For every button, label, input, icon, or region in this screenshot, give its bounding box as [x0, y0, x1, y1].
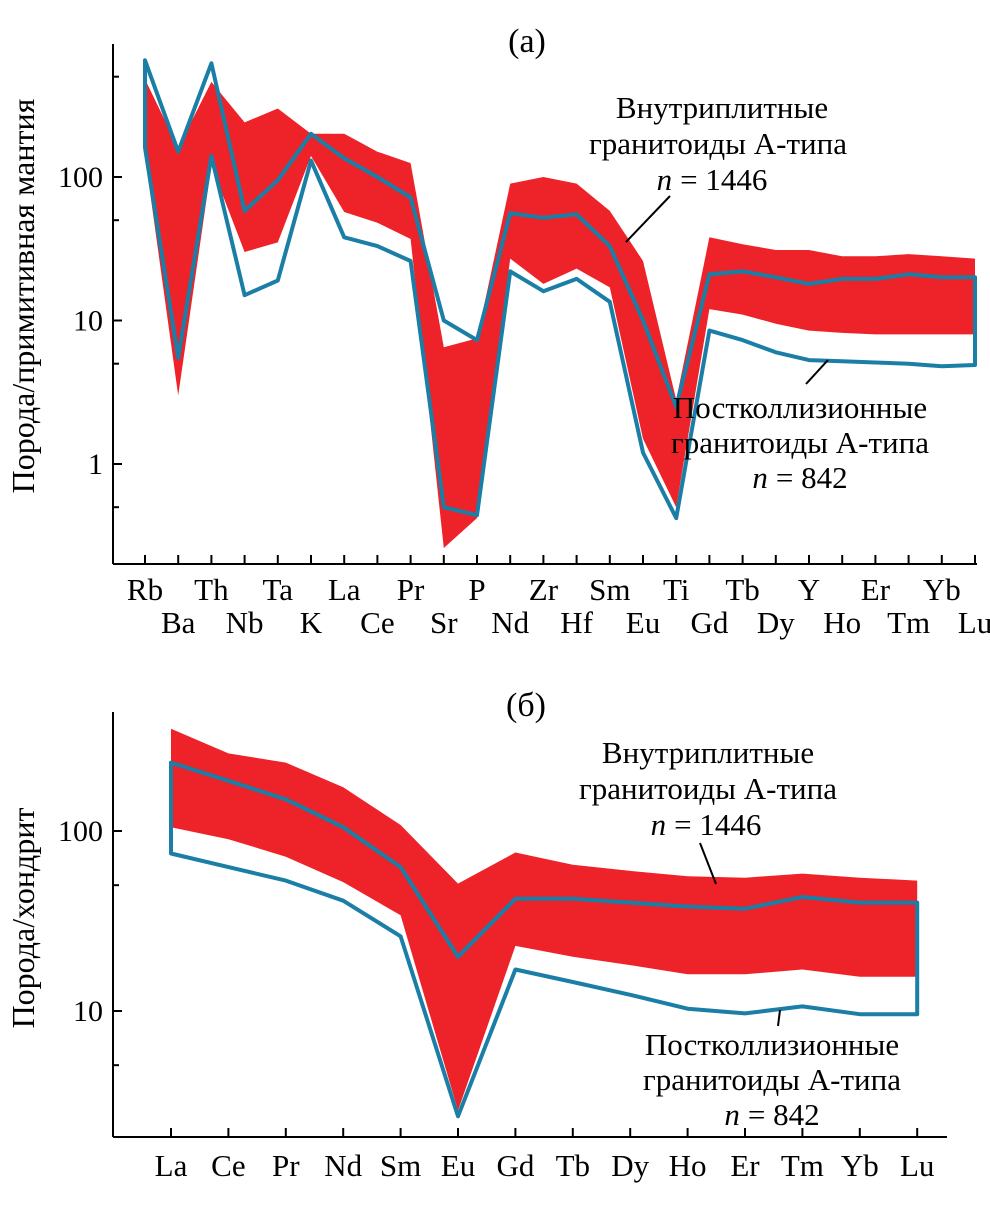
panel-a-xtick-label: Ti — [663, 572, 690, 607]
panel-a-xtick-label: Dy — [757, 605, 795, 640]
panel-a-annot2-line2: гранитоиды А-типа — [671, 425, 929, 460]
panel-b-envelope-line — [169, 760, 920, 1119]
panel-b-annot1-n-value: = 1446 — [674, 807, 761, 842]
panel-a-xtick-label: Er — [861, 572, 891, 607]
panel-a-annotation-within-plate: Внутриплитные гранитоиды А-типа n = 1446 — [589, 90, 847, 243]
panel-a-xtick-label: Tm — [887, 605, 930, 640]
panel-a-ytick-labels: 1 10 100 — [58, 161, 103, 481]
panel-b-xtick-label: Pr — [272, 1148, 300, 1183]
panel-b-ylabel: Порода/хондрит — [5, 808, 41, 1029]
panel-a-ylabel: Порода/примитивная мантия — [5, 98, 41, 493]
panel-a-xtick-label: Ba — [161, 605, 196, 640]
panel-b-xtick-label: Dy — [611, 1148, 649, 1183]
panel-a-title: (а) — [508, 23, 546, 60]
panel-b-xtick-label: Ce — [211, 1148, 245, 1183]
panel-b-xtick-labels: La Ce Pr Nd Sm Eu Gd Tb Dy Ho Er Tm Yb Lu — [155, 1148, 935, 1183]
panel-a-ytick-label: 100 — [58, 161, 103, 194]
panel-a-annot1-n-label: n — [657, 162, 673, 197]
panel-b-annot2-line2: гранитоиды А-типа — [643, 1062, 901, 1097]
panel-b-annotation-within-plate: Внутриплитные гранитоиды А-типа n = 1446 — [579, 735, 837, 885]
panel-a-annot2-leader — [805, 359, 829, 385]
panel-b-annot1-leader — [699, 842, 717, 885]
panel-a-xtick-label: P — [468, 572, 485, 607]
panel-a-xtick-label: Th — [194, 572, 229, 607]
panel-b-annot1-line2: гранитоиды А-типа — [579, 771, 837, 806]
panel-b-yticks — [113, 830, 122, 1067]
panel-b-xtick-label: Tm — [781, 1148, 824, 1183]
panel-b-ytick-labels: 10 100 — [58, 815, 103, 1028]
panel-b-xtick-label: Sm — [380, 1148, 421, 1183]
panel-a-annot2-n: n = 842 — [752, 460, 847, 495]
panel-a-xtick-label: Sr — [430, 605, 458, 640]
panel-a-xtick-label: Zr — [529, 572, 559, 607]
panel-a-band-area — [145, 79, 975, 548]
panel-b-annot2-n: n = 842 — [724, 1097, 819, 1132]
panel-a-xtick-label: Eu — [626, 605, 660, 640]
panel-a-xtick-label: Ce — [360, 605, 394, 640]
panel-b-band-area — [171, 728, 918, 1111]
panel-b-ytick-label: 100 — [58, 815, 103, 848]
panel-a-xtick-label: K — [300, 605, 323, 640]
panel-a-xtick-label: Yb — [923, 572, 961, 607]
panel-a-annotation-post-collisional: Постколлизионные гранитоиды А-типа n = 84… — [671, 359, 929, 495]
panel-b-annot2-n-label: n — [724, 1097, 740, 1132]
panel-b-xtick-label: Er — [730, 1148, 760, 1183]
panel-a-xtick-label: Lu — [958, 605, 990, 640]
panel-a-xtick-label: Gd — [690, 605, 728, 640]
panel-b-xtick-label: Eu — [441, 1148, 475, 1183]
panel-a-band-layer — [145, 79, 975, 548]
panel-b-annot2-line1: Постколлизионные — [645, 1027, 899, 1062]
panel-b-xtick-label: Gd — [496, 1148, 534, 1183]
panel-b-xticks — [170, 1128, 919, 1137]
panel-a-xtick-label: La — [328, 572, 361, 607]
panel-a-ytick-label: 10 — [73, 305, 103, 338]
panel-b-line-layer — [169, 760, 920, 1119]
panel-a-line-layer — [143, 58, 977, 521]
panel-b-xtick-label: Tb — [556, 1148, 590, 1183]
panel-a-xtick-label: Y — [798, 572, 820, 607]
panel-a-annot1-leader — [625, 195, 671, 243]
panel-a-xtick-label: Nd — [491, 605, 529, 640]
panel-b-band-layer — [171, 728, 918, 1111]
panel-b-xtick-label: Nd — [324, 1148, 362, 1183]
panel-a-xtick-label: Ta — [263, 572, 294, 607]
panel-a-annot1-n: n = 1446 — [657, 162, 768, 197]
panel-a-xtick-label: Rb — [127, 572, 163, 607]
panel-a-annot1-line2: гранитоиды А-типа — [589, 126, 847, 161]
panel-a-xtick-label: Pr — [397, 572, 425, 607]
panel-b: (б) Порода/хондрит 10 100 La Ce Pr Nd Sm Eu Gd T… — [5, 687, 947, 1183]
panel-a-xtick-label: Ho — [823, 605, 861, 640]
panel-b-annot2-n-value: = 842 — [748, 1097, 820, 1132]
panel-b-annotation-post-collisional: Постколлизионные гранитоиды А-типа n = 84… — [643, 1009, 901, 1132]
panel-b-xtick-label: Ho — [669, 1148, 707, 1183]
panel-a: (а) Порода/примитивная мантия 1 10 100 RbB… — [5, 23, 990, 640]
panel-a-xtick-label: Tb — [725, 572, 759, 607]
panel-a-xticks — [144, 555, 976, 564]
panel-a-xtick-label: Sm — [589, 572, 630, 607]
panel-b-ytick-label: 10 — [73, 995, 103, 1028]
panel-a-xtick-label: Hf — [560, 605, 593, 640]
panel-b-title: (б) — [506, 687, 546, 724]
panel-b-xtick-label: Lu — [900, 1148, 934, 1183]
panel-a-xtick-label: Nb — [226, 605, 264, 640]
panel-a-yticks — [113, 75, 122, 509]
panel-a-annot2-n-label: n — [752, 460, 768, 495]
panel-a-envelope-line — [143, 58, 977, 521]
panel-b-xtick-label: La — [155, 1148, 188, 1183]
panel-b-annot2-leader — [777, 1009, 781, 1027]
panel-b-xtick-label: Yb — [841, 1148, 879, 1183]
panel-a-annot1-line1: Внутриплитные — [616, 90, 828, 125]
panel-b-annot1-line1: Внутриплитные — [602, 735, 814, 770]
panel-b-annot1-n-label: n — [651, 807, 667, 842]
panel-b-annot1-n: n = 1446 — [651, 807, 762, 842]
panel-a-annot2-line1: Постколлизионные — [673, 390, 927, 425]
panel-a-ytick-label: 1 — [88, 448, 103, 481]
panel-a-annot1-n-value: = 1446 — [680, 162, 767, 197]
panel-a-annot2-n-value: = 842 — [776, 460, 848, 495]
